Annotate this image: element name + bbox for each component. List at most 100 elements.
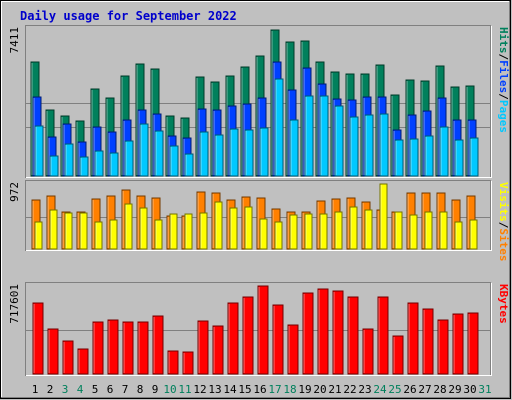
- legend-separator: /: [497, 93, 510, 100]
- series-visits: [34, 183, 478, 250]
- bar-pages-6: [109, 152, 119, 177]
- bar-kbytes-30: [467, 312, 479, 375]
- bar-kbytes-18: [287, 324, 299, 375]
- bar-pages-30: [469, 137, 479, 177]
- bar-kbytes-3: [62, 340, 74, 375]
- bar-pages-11: [184, 153, 194, 177]
- bar-kbytes-9: [152, 315, 164, 375]
- bar-pages-21: [334, 105, 344, 177]
- bar-pages-3: [64, 143, 74, 177]
- bar-kbytes-23: [362, 328, 374, 375]
- day-label-23: 23: [358, 383, 371, 396]
- bar-kbytes-17: [272, 304, 284, 375]
- legend-sites: Sites: [497, 228, 510, 261]
- bar-visits-28: [439, 211, 448, 250]
- bar-visits-21: [334, 211, 343, 250]
- legend-pages: Pages: [497, 100, 510, 133]
- day-label-15: 15: [238, 383, 251, 396]
- day-label-30: 30: [463, 383, 476, 396]
- day-label-13: 13: [208, 383, 221, 396]
- bar-kbytes-14: [227, 302, 239, 375]
- bar-pages-12: [199, 131, 209, 177]
- bar-pages-28: [439, 126, 449, 177]
- day-label-1: 1: [32, 383, 39, 396]
- legend-hits: Hits: [497, 27, 510, 54]
- bar-kbytes-19: [302, 292, 314, 375]
- day-label-5: 5: [92, 383, 99, 396]
- bar-visits-24: [379, 183, 388, 250]
- bar-visits-4: [79, 212, 88, 250]
- bar-visits-19: [304, 213, 313, 250]
- bar-pages-9: [154, 130, 164, 177]
- day-label-20: 20: [313, 383, 326, 396]
- day-label-10: 10: [163, 383, 176, 396]
- legend-visits: Visits: [497, 182, 510, 222]
- day-label-25: 25: [388, 383, 401, 396]
- legend-separator: /: [497, 222, 510, 229]
- bar-pages-16: [259, 127, 269, 177]
- bar-kbytes-16: [257, 285, 269, 375]
- bar-visits-17: [274, 221, 283, 250]
- day-label-11: 11: [178, 383, 191, 396]
- bar-pages-25: [394, 139, 404, 177]
- bar-visits-1: [34, 221, 43, 250]
- day-label-16: 16: [253, 383, 266, 396]
- ymax-label: 972: [8, 182, 21, 202]
- bar-pages-27: [424, 135, 434, 177]
- day-label-19: 19: [298, 383, 311, 396]
- bar-pages-24: [379, 113, 389, 177]
- legend-separator: /: [497, 54, 510, 61]
- bar-visits-14: [229, 207, 238, 250]
- bar-kbytes-25: [392, 335, 404, 375]
- bar-kbytes-7: [122, 321, 134, 375]
- bar-visits-20: [319, 213, 328, 250]
- day-label-26: 26: [403, 383, 416, 396]
- day-label-8: 8: [137, 383, 144, 396]
- day-label-7: 7: [122, 383, 129, 396]
- series-kbytes: [32, 285, 479, 375]
- bar-kbytes-28: [437, 319, 449, 375]
- ymax-label: 717601: [8, 284, 21, 324]
- bar-pages-23: [364, 114, 374, 177]
- bar-visits-25: [394, 211, 403, 250]
- bar-visits-27: [424, 211, 433, 250]
- bar-pages-2: [49, 155, 59, 177]
- bar-pages-14: [229, 128, 239, 177]
- bar-visits-30: [469, 219, 478, 250]
- bar-pages-29: [454, 139, 464, 177]
- series-pages: [34, 78, 479, 177]
- bar-visits-9: [154, 219, 163, 250]
- ymax-label: 7411: [8, 27, 21, 54]
- bar-visits-2: [49, 209, 58, 250]
- chart-title: Daily usage for September 2022: [20, 9, 237, 23]
- legend-files: Files: [497, 60, 510, 93]
- day-label-21: 21: [328, 383, 341, 396]
- bar-visits-5: [94, 221, 103, 250]
- bar-visits-12: [199, 212, 208, 250]
- bar-kbytes-10: [167, 350, 179, 375]
- day-label-28: 28: [433, 383, 446, 396]
- bar-pages-1: [34, 125, 44, 177]
- bar-visits-3: [64, 212, 73, 250]
- panel-hits-files-pages: 7411 Hits/Files/Pages: [8, 25, 510, 178]
- bar-kbytes-20: [317, 288, 329, 375]
- bar-visits-8: [139, 207, 148, 250]
- bar-pages-26: [409, 138, 419, 177]
- bar-pages-7: [124, 140, 134, 177]
- bar-pages-22: [349, 116, 359, 177]
- day-label-14: 14: [223, 383, 237, 396]
- bar-kbytes-27: [422, 308, 434, 375]
- bar-kbytes-26: [407, 302, 419, 375]
- day-labels: 1 2 3 4 5 6 7 8 9 10 11 12 13 14 15 16 17 18 19 20 21 22 23 24 2…: [32, 383, 492, 396]
- bar-kbytes-6: [107, 319, 119, 375]
- bar-kbytes-24: [377, 296, 389, 375]
- bar-visits-22: [349, 206, 358, 250]
- panel-kbytes: 717601 KBytes: [8, 282, 510, 376]
- bar-pages-13: [214, 134, 224, 177]
- bar-kbytes-11: [182, 351, 194, 375]
- bar-visits-23: [364, 209, 373, 250]
- bar-visits-26: [409, 214, 418, 250]
- bar-pages-18: [289, 119, 299, 177]
